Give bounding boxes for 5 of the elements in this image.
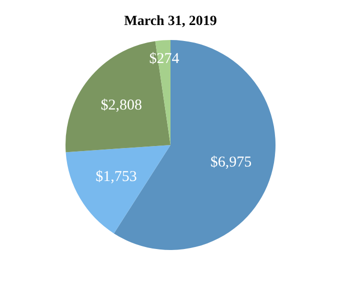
data-label: $274 [149, 51, 180, 68]
data-label: $2,808 [100, 97, 142, 114]
data-label: $1,753 [96, 169, 137, 186]
chart-title: March 31, 2019 [123, 14, 218, 30]
data-label: $6,975 [210, 154, 252, 171]
